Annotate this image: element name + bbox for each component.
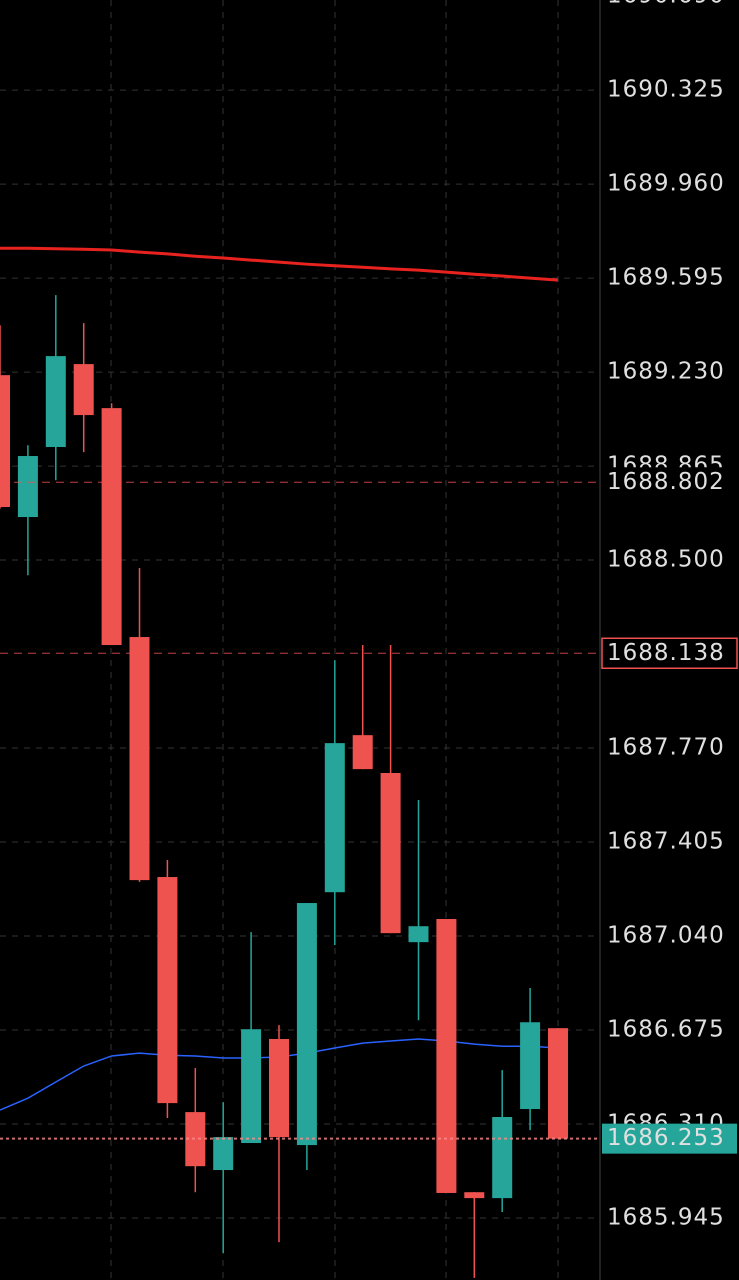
y-tick-label: 1688.500 [607, 547, 725, 573]
y-tick-label: 1686.675 [607, 1016, 725, 1042]
y-tick-label: 1687.770 [607, 735, 725, 761]
price-label: 1686.253 [607, 1125, 725, 1151]
y-tick-label: 1689.960 [607, 171, 725, 197]
y-tick-label: 1689.595 [607, 265, 725, 291]
candle-body [520, 1022, 541, 1110]
price-label-bg [602, 1123, 737, 1154]
candle-body [380, 772, 401, 934]
candle-body [269, 1038, 289, 1138]
candle-body [45, 356, 66, 448]
candle-body [408, 926, 429, 943]
candle-body [436, 918, 457, 1193]
price-label: 1688.138 [607, 640, 725, 666]
y-tick-label: 1690.325 [607, 77, 725, 103]
price-label-box [601, 637, 738, 670]
candle-body [157, 877, 178, 1104]
y-tick-label: 1689.230 [607, 359, 725, 385]
price-label: 1688.802 [607, 469, 725, 495]
candle-body [241, 1029, 262, 1144]
candle-body [296, 903, 317, 1146]
candle-body [101, 408, 122, 646]
moving-average [0, 246, 559, 282]
candle-body [464, 1192, 485, 1199]
candle-body [129, 637, 150, 881]
candle-body [548, 1028, 568, 1139]
candle-body [352, 735, 373, 770]
candle-body [185, 1112, 206, 1167]
candle-body [213, 1137, 234, 1171]
candle-body [492, 1117, 513, 1199]
candle-body [0, 375, 10, 508]
y-tick-label: 1685.945 [607, 1204, 725, 1230]
candle-body [73, 364, 94, 416]
price-label-bg [602, 467, 737, 498]
y-tick-label: 1687.405 [607, 829, 725, 855]
candle-body [17, 456, 38, 518]
y-tick-label: 1687.040 [607, 922, 725, 948]
candle-body [324, 743, 345, 893]
y-tick-label: 1690.690 [607, 0, 725, 9]
